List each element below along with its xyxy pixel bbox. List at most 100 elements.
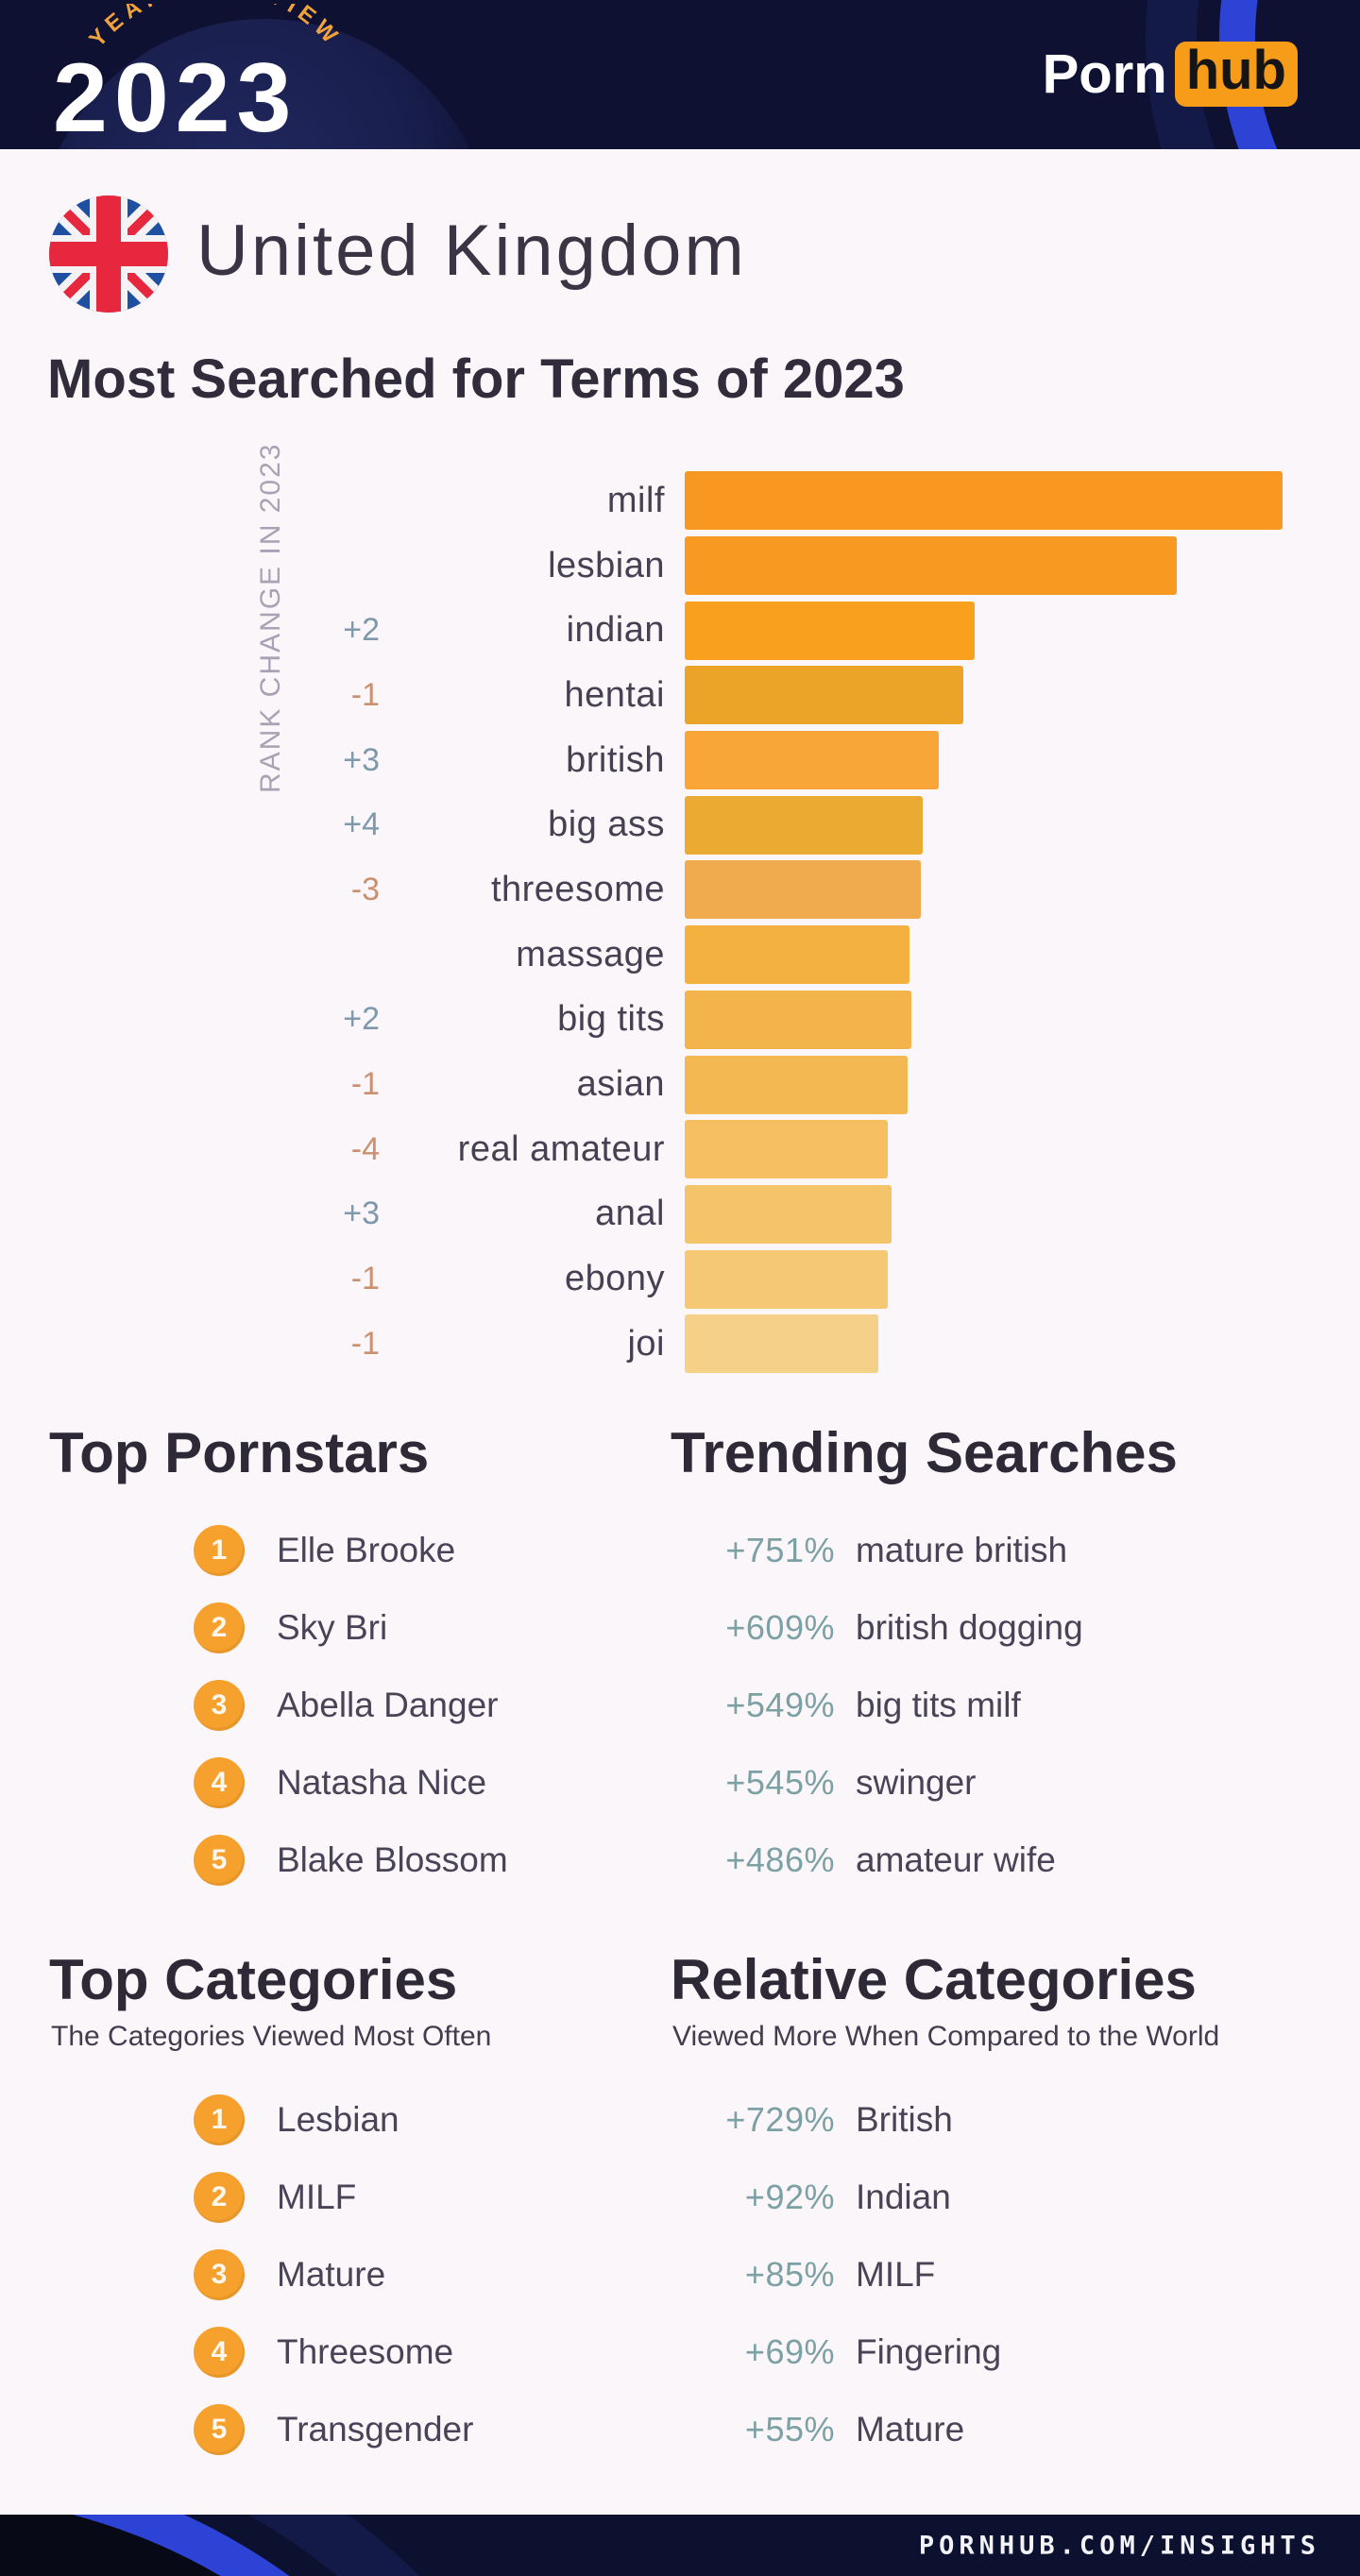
bar xyxy=(685,1249,889,1309)
list-item: +609% british dogging xyxy=(671,1589,1332,1667)
search-term-label: british xyxy=(566,739,665,780)
top-categories-heading: Top Categories xyxy=(49,1948,458,2011)
bar-track xyxy=(685,990,1283,1049)
rank-badge: 2 xyxy=(194,2172,245,2223)
list-item: 5 Transgender xyxy=(194,2391,685,2468)
trend-percent: +609% xyxy=(725,1608,835,1647)
search-term-label: lesbian xyxy=(548,545,665,585)
header: YEAR IN REVIEW 2023 Porn hub xyxy=(0,0,1360,149)
uk-flag-icon xyxy=(49,195,168,313)
list-item: +549% big tits milf xyxy=(671,1667,1332,1744)
chart-row: -3 threesome xyxy=(0,857,1360,923)
rank-change-value: -1 xyxy=(350,676,380,713)
relative-categories-list: +729% British +92% Indian +85% MILF +69%… xyxy=(671,2081,1332,2468)
relative-category-name: British xyxy=(856,2100,953,2139)
category-name: Mature xyxy=(277,2255,386,2294)
footer-swoosh-graphic xyxy=(0,2515,419,2576)
top-categories-subtitle: The Categories Viewed Most Often xyxy=(51,2021,492,2052)
logo-porn-text: Porn xyxy=(1042,42,1167,105)
trend-term: amateur wife xyxy=(856,1840,1056,1879)
chart-row: -1 ebony xyxy=(0,1246,1360,1312)
search-term-label: big tits xyxy=(557,999,665,1040)
search-term-label: joi xyxy=(627,1323,665,1364)
trend-term: mature british xyxy=(856,1531,1068,1569)
list-item: 1 Lesbian xyxy=(194,2081,685,2159)
rank-badge: 5 xyxy=(194,2404,245,2455)
rank-change-value: +2 xyxy=(343,1001,380,1038)
pornstar-name: Abella Danger xyxy=(277,1686,499,1724)
chart-row: -1 asian xyxy=(0,1052,1360,1117)
bar-track xyxy=(685,731,1283,790)
list-item: 2 MILF xyxy=(194,2159,685,2236)
chart-row: +3 british xyxy=(0,728,1360,793)
list-item: +69% Fingering xyxy=(671,2313,1332,2391)
rank-change-value: -1 xyxy=(350,1066,380,1103)
rank-change-value: -1 xyxy=(350,1261,380,1297)
search-term-label: anal xyxy=(595,1194,665,1234)
rank-change-value: +3 xyxy=(343,1195,380,1232)
bar xyxy=(685,1314,879,1374)
bar-track xyxy=(685,1055,1283,1114)
footer-url: PORNHUB.COM/INSIGHTS xyxy=(918,2531,1320,2560)
category-name: Lesbian xyxy=(277,2100,400,2139)
top-pornstars-heading: Top Pornstars xyxy=(49,1421,430,1484)
list-item: +55% Mature xyxy=(671,2391,1332,2468)
relative-category-name: Fingering xyxy=(856,2332,1002,2371)
rank-change-value: +3 xyxy=(343,741,380,778)
bar xyxy=(685,601,975,660)
chart-row: lesbian xyxy=(0,534,1360,599)
trending-searches-heading: Trending Searches xyxy=(671,1421,1178,1484)
list-item: +729% British xyxy=(671,2081,1332,2159)
chart-row: -1 joi xyxy=(0,1312,1360,1377)
search-term-label: real amateur xyxy=(457,1128,665,1169)
relative-categories-subtitle: Viewed More When Compared to the World xyxy=(672,2021,1220,2052)
rank-change-value: -3 xyxy=(350,871,380,907)
pornstar-name: Natasha Nice xyxy=(277,1763,487,1802)
rank-change-value: +4 xyxy=(343,806,380,843)
chart-row: +2 big tits xyxy=(0,988,1360,1053)
pornstar-name: Sky Bri xyxy=(277,1608,388,1647)
bar xyxy=(685,925,910,985)
bar xyxy=(685,990,911,1049)
relative-percent: +69% xyxy=(744,2332,835,2371)
relative-category-name: Mature xyxy=(856,2410,965,2449)
bar xyxy=(685,731,940,790)
rank-badge: 1 xyxy=(194,1525,245,1576)
chart-row: -1 hentai xyxy=(0,663,1360,728)
rank-change-value: -1 xyxy=(350,1325,380,1362)
chart-row: +3 anal xyxy=(0,1182,1360,1247)
bar-track xyxy=(685,795,1283,855)
bar xyxy=(685,1120,889,1179)
list-item: 3 Mature xyxy=(194,2236,685,2313)
list-item: 1 Elle Brooke xyxy=(194,1512,685,1589)
trend-percent: +751% xyxy=(725,1531,835,1569)
trend-term: big tits milf xyxy=(856,1686,1021,1724)
rank-change-value: +2 xyxy=(343,612,380,649)
rank-badge: 4 xyxy=(194,1757,245,1808)
header-swoosh-graphic xyxy=(1146,0,1278,149)
list-item: 4 Natasha Nice xyxy=(194,1744,685,1822)
bar-track xyxy=(685,925,1283,985)
bar-track xyxy=(685,666,1283,725)
search-term-label: big ass xyxy=(548,805,665,845)
bar-track xyxy=(685,1184,1283,1244)
list-item: +751% mature british xyxy=(671,1512,1332,1589)
list-item: 3 Abella Danger xyxy=(194,1667,685,1744)
chart-row: -4 real amateur xyxy=(0,1117,1360,1182)
trend-percent: +545% xyxy=(725,1763,835,1802)
bar-track xyxy=(685,471,1283,531)
pornhub-logo: Porn hub xyxy=(1043,42,1298,107)
rank-change-value: -4 xyxy=(350,1130,380,1167)
country-title: United Kingdom xyxy=(196,211,747,291)
trend-term: swinger xyxy=(856,1763,977,1802)
search-term-label: milf xyxy=(606,480,665,520)
search-term-label: ebony xyxy=(564,1259,665,1299)
most-searched-chart: milf lesbian +2 indian xyxy=(0,468,1360,1377)
bar-track xyxy=(685,1120,1283,1179)
relative-percent: +55% xyxy=(744,2410,835,2449)
rank-badge: 4 xyxy=(194,2327,245,2378)
pornstar-name: Elle Brooke xyxy=(277,1531,456,1569)
page-title: Most Searched for Terms of 2023 xyxy=(47,348,905,410)
search-term-label: indian xyxy=(566,610,665,651)
